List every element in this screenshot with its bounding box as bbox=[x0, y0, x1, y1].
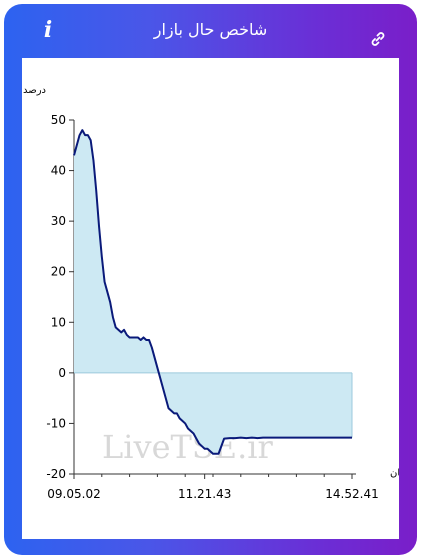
index-chart: درصد زمان LiveTSE.ir 50403020100-10-2009… bbox=[23, 85, 399, 501]
y-tick-label: 40 bbox=[51, 164, 66, 178]
x-tick-label: 09.05.02 bbox=[47, 487, 100, 501]
y-tick-label: 50 bbox=[51, 113, 66, 127]
series-line bbox=[73, 129, 352, 455]
y-tick-label: 0 bbox=[58, 366, 66, 380]
x-tick-label: 14.52.41 bbox=[325, 487, 378, 501]
y-axis-label: درصد bbox=[23, 85, 46, 96]
x-tick-label: 11.21.43 bbox=[178, 487, 231, 501]
x-axis-label: زمان bbox=[390, 468, 399, 479]
page-title: شاخص حال بازار bbox=[153, 20, 268, 39]
area-fill bbox=[74, 130, 352, 454]
y-tick-label: 10 bbox=[51, 315, 66, 329]
window-frame: i شاخص حال بازار درصد زمان LiveTSE.ir 50… bbox=[4, 4, 417, 555]
y-tick-label: -10 bbox=[46, 416, 66, 430]
y-tick-label: -20 bbox=[46, 467, 66, 481]
info-icon[interactable]: i bbox=[43, 17, 53, 43]
chart-panel: درصد زمان LiveTSE.ir 50403020100-10-2009… bbox=[22, 58, 399, 539]
y-tick-label: 30 bbox=[51, 214, 66, 228]
link-icon[interactable] bbox=[369, 30, 387, 48]
header-bar: i شاخص حال بازار bbox=[4, 4, 417, 58]
y-tick-label: 20 bbox=[51, 265, 66, 279]
